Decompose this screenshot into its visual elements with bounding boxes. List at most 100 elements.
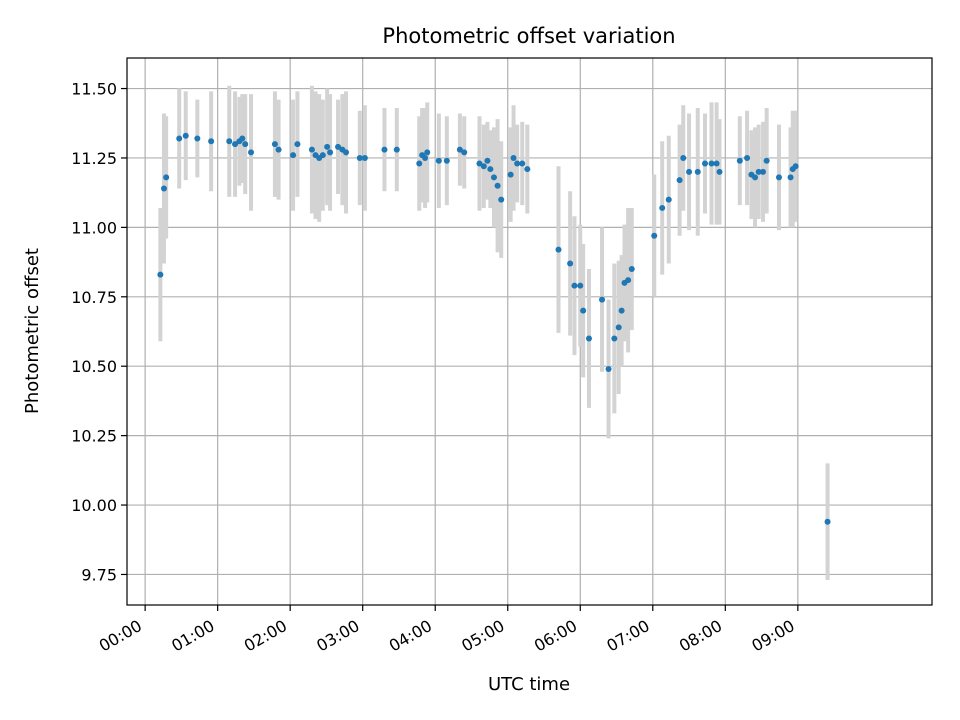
chart-title: Photometric offset variation: [382, 24, 675, 48]
data-point: [157, 271, 164, 278]
x-tick-label: 01:00: [168, 616, 217, 656]
data-point: [498, 196, 505, 203]
x-tick-label: 06:00: [531, 616, 580, 656]
data-point: [755, 168, 762, 175]
y-tick-label: 11.00: [71, 218, 117, 237]
data-point: [787, 174, 794, 181]
data-point: [510, 154, 517, 161]
data-point: [519, 160, 526, 167]
data-point: [676, 177, 683, 184]
data-point: [176, 135, 183, 142]
x-tick-label: 08:00: [676, 616, 725, 656]
data-point: [343, 149, 350, 156]
data-point: [736, 157, 743, 164]
data-point: [393, 146, 400, 153]
data-point: [361, 154, 368, 161]
data-point: [763, 157, 770, 164]
data-point: [760, 168, 767, 175]
y-tick-label: 10.25: [71, 427, 117, 446]
data-point: [628, 266, 635, 273]
data-point: [618, 307, 625, 314]
data-point: [381, 146, 388, 153]
data-point: [585, 335, 592, 342]
data-point: [308, 146, 315, 153]
data-point: [356, 154, 363, 161]
data-point: [716, 168, 723, 175]
data-point: [484, 157, 491, 164]
data-point: [599, 296, 606, 303]
data-point: [226, 138, 233, 145]
x-tick-label: 03:00: [313, 616, 362, 656]
data-point: [443, 157, 450, 164]
data-point: [435, 157, 442, 164]
x-tick-label: 07:00: [603, 616, 652, 656]
data-point: [232, 141, 239, 148]
data-point: [494, 182, 501, 189]
data-point: [327, 149, 334, 156]
data-point: [182, 132, 189, 139]
y-tick-label: 10.00: [71, 496, 117, 515]
x-tick-label: 00:00: [96, 616, 145, 656]
y-tick-label: 11.25: [71, 149, 117, 168]
data-point: [567, 260, 574, 267]
errorbars: [158, 85, 830, 581]
data-point: [686, 168, 693, 175]
y-tick-label: 11.50: [71, 80, 117, 99]
data-point: [625, 277, 632, 284]
data-point: [480, 163, 487, 170]
data-point: [555, 246, 562, 253]
data-point: [514, 160, 521, 167]
data-point: [461, 149, 468, 156]
data-point: [744, 154, 751, 161]
data-point: [824, 518, 831, 525]
y-tick-label: 10.50: [71, 357, 117, 376]
data-point: [275, 146, 282, 153]
data-point: [319, 152, 326, 159]
data-point: [580, 307, 587, 314]
data-point: [194, 135, 201, 142]
x-tick-label: 05:00: [458, 616, 507, 656]
data-point: [651, 232, 658, 239]
data-point: [775, 174, 782, 181]
data-point: [571, 282, 578, 289]
y-axis-label: Photometric offset: [22, 248, 43, 414]
data-point: [248, 149, 255, 156]
y-axis-ticks: 9.75 10.00 10.25 10.50 10.75 11.00 11.25 11.50: [71, 80, 127, 584]
data-point: [456, 146, 463, 153]
data-point: [792, 163, 799, 170]
data-point: [490, 174, 497, 181]
data-point: [659, 204, 666, 211]
data-point: [424, 149, 431, 156]
y-tick-label: 10.75: [71, 288, 117, 307]
data-point: [611, 335, 618, 342]
x-tick-label: 02:00: [241, 616, 290, 656]
grid: [127, 58, 932, 605]
data-point: [271, 141, 278, 148]
data-point: [208, 138, 215, 145]
data-point: [524, 166, 531, 173]
data-point: [752, 174, 759, 181]
x-tick-label: 09:00: [748, 616, 797, 656]
data-point: [416, 160, 423, 167]
data-point: [335, 143, 342, 150]
data-point: [605, 365, 612, 372]
x-tick-label: 04:00: [386, 616, 435, 656]
data-point: [163, 174, 170, 181]
y-tick-label: 9.75: [81, 565, 117, 584]
data-point: [160, 185, 167, 192]
x-axis-ticks: 00:00 01:00 02:00 03:00 04:00 05:00 06:00 07:00…: [96, 605, 799, 656]
data-point: [680, 154, 687, 161]
data-point: [615, 324, 622, 331]
data-point: [713, 160, 720, 167]
plot-frame: [126, 57, 933, 606]
data-point: [290, 152, 297, 159]
x-axis-label: UTC time: [488, 674, 570, 695]
data-point: [507, 171, 514, 178]
data-point: [422, 154, 429, 161]
data-points: [157, 132, 831, 525]
data-point: [708, 160, 715, 167]
data-point: [324, 143, 331, 150]
data-point: [242, 141, 249, 148]
data-point: [577, 282, 584, 289]
